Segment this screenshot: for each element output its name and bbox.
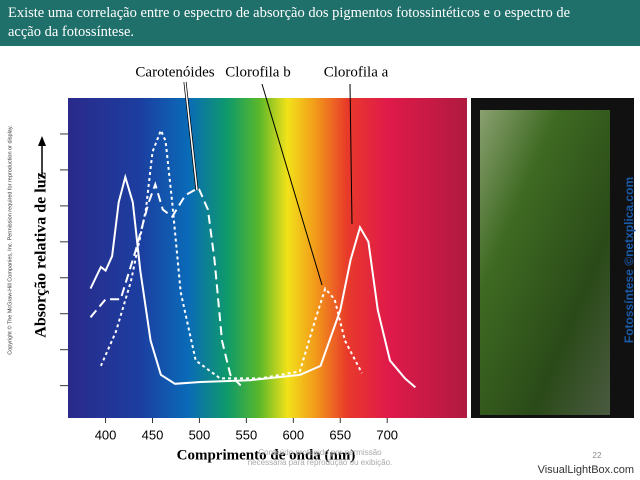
series-label: Clorofila b	[225, 64, 290, 80]
pointer	[349, 83, 353, 225]
pointer	[261, 83, 323, 286]
photo-credit: Fotossíntese ©netxplica.com	[622, 177, 636, 343]
x-tick-label: 450	[142, 427, 164, 442]
header-bar	[0, 0, 640, 46]
x-axis-title: Comprimento de onda (nm)	[177, 447, 356, 463]
y-axis-title: Absorção relativa de luz	[33, 172, 50, 337]
spectrum	[68, 98, 467, 418]
header-line: Existe uma correlação entre o espectro d…	[8, 5, 570, 21]
curve	[89, 181, 242, 387]
footer-notice: necessária para reprodução ou exibição.	[248, 458, 393, 467]
photo-plant	[480, 110, 610, 415]
x-tick-label: 600	[282, 427, 304, 442]
y-arrow-head	[38, 136, 46, 146]
series-label: Carotenóides	[135, 64, 214, 80]
x-tick-label: 550	[236, 427, 258, 442]
header-title: Existe uma correlação entre o espectro d…	[8, 5, 574, 40]
pointer	[184, 81, 198, 191]
series-label: Clorofila a	[324, 64, 389, 80]
x-tick-label: 700	[376, 427, 398, 442]
x-tick-label: 400	[95, 427, 117, 442]
header-line: acção da fotossíntese.	[8, 24, 134, 40]
page-number: 22	[593, 451, 602, 460]
curve	[89, 173, 417, 389]
plot: 400 450 500 550 600 650 700 Clorofila a Clorofil…	[60, 64, 417, 442]
x-tick-label: 500	[189, 427, 211, 442]
copyright: Copyright © The McGraw-Hill Companies, I…	[6, 125, 13, 355]
watermark: VisualLightBox.com	[538, 464, 634, 476]
x-tick-label: 650	[329, 427, 351, 442]
footer-notice: Conteúdo protegido por permissão	[258, 448, 382, 457]
